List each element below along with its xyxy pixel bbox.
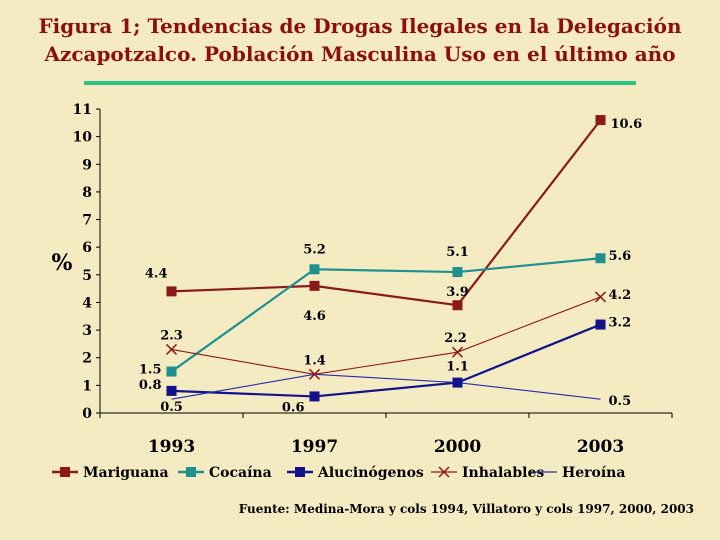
x-tick-label: 1997 bbox=[291, 437, 338, 457]
data-point bbox=[595, 319, 606, 330]
data-label: 2.2 bbox=[444, 331, 467, 346]
y-tick-label: 1 bbox=[82, 378, 92, 394]
x-tick-label: 1993 bbox=[148, 437, 195, 457]
chart-title-line1: Figura 1; Tendencias de Drogas Ilegales … bbox=[38, 14, 682, 38]
series-line-1 bbox=[170, 257, 601, 373]
data-label: 3.2 bbox=[609, 316, 632, 331]
data-point bbox=[451, 346, 464, 358]
y-tick-label: 7 bbox=[82, 213, 92, 229]
data-point bbox=[166, 286, 177, 297]
data-point bbox=[308, 368, 321, 380]
series-line-2 bbox=[171, 323, 601, 398]
data-point bbox=[595, 115, 606, 126]
legend-entry: Alucinógenos bbox=[317, 465, 424, 481]
series-line-0 bbox=[171, 119, 602, 307]
y-axis-label: % bbox=[52, 250, 73, 276]
data-label: 4.6 bbox=[303, 309, 326, 324]
y-tick-label: 6 bbox=[82, 240, 92, 256]
y-tick-label: 9 bbox=[82, 157, 92, 173]
legend-entry: Heroína bbox=[562, 465, 625, 481]
y-tick-label: 8 bbox=[82, 185, 92, 201]
data-point bbox=[309, 391, 320, 402]
data-point bbox=[452, 300, 463, 311]
y-tick-label: 5 bbox=[82, 268, 92, 284]
legend-entry: Inhalables bbox=[462, 465, 544, 481]
y-tick-label: 10 bbox=[73, 130, 93, 146]
y-tick-label: 4 bbox=[82, 295, 92, 311]
chart-title: Figura 1; Tendencias de Drogas Ilegales … bbox=[0, 12, 720, 68]
data-label: 1.4 bbox=[303, 353, 326, 368]
data-point bbox=[594, 291, 607, 303]
data-label: 0.8 bbox=[139, 378, 162, 393]
data-label: 5.2 bbox=[303, 242, 326, 257]
data-label: 0.6 bbox=[282, 400, 305, 415]
data-label: 0.5 bbox=[160, 400, 183, 415]
legend-marker bbox=[295, 467, 305, 477]
data-point bbox=[165, 343, 178, 355]
data-label: 5.1 bbox=[446, 245, 469, 260]
data-point bbox=[309, 280, 320, 291]
data-point bbox=[452, 377, 463, 388]
data-point bbox=[166, 366, 177, 377]
y-tick-label: 2 bbox=[82, 351, 92, 367]
legend-entry: Mariguana bbox=[83, 465, 169, 481]
data-label: 10.6 bbox=[611, 117, 643, 132]
data-point bbox=[309, 264, 320, 275]
data-label: 4.4 bbox=[145, 266, 168, 281]
data-label: 0.5 bbox=[609, 394, 632, 409]
legend-marker bbox=[438, 466, 450, 478]
data-label: 1.1 bbox=[446, 360, 469, 375]
series-line-3 bbox=[171, 296, 601, 375]
x-tick-label: 2003 bbox=[577, 437, 624, 457]
title-underline bbox=[84, 81, 636, 85]
y-tick-label: 11 bbox=[73, 102, 92, 118]
data-point bbox=[166, 385, 177, 396]
data-label: 4.2 bbox=[609, 288, 632, 303]
data-label: 3.9 bbox=[446, 285, 469, 300]
chart-title-line2: Azcapotzalco. Población Masculina Uso en… bbox=[44, 42, 676, 66]
y-tick-label: 0 bbox=[82, 406, 92, 422]
data-point bbox=[595, 253, 606, 264]
data-label: 1.5 bbox=[139, 363, 162, 378]
source-note: Fuente: Medina-Mora y cols 1994, Villato… bbox=[238, 502, 694, 516]
x-tick-label: 2000 bbox=[434, 437, 481, 457]
data-label: 5.6 bbox=[609, 249, 632, 264]
legend-marker bbox=[186, 467, 196, 477]
data-label: 2.3 bbox=[160, 328, 183, 343]
data-point bbox=[452, 267, 463, 278]
legend-entry: Cocaína bbox=[209, 465, 272, 481]
y-tick-label: 3 bbox=[82, 323, 92, 339]
series-line-4 bbox=[171, 373, 601, 400]
legend-marker bbox=[60, 467, 70, 477]
